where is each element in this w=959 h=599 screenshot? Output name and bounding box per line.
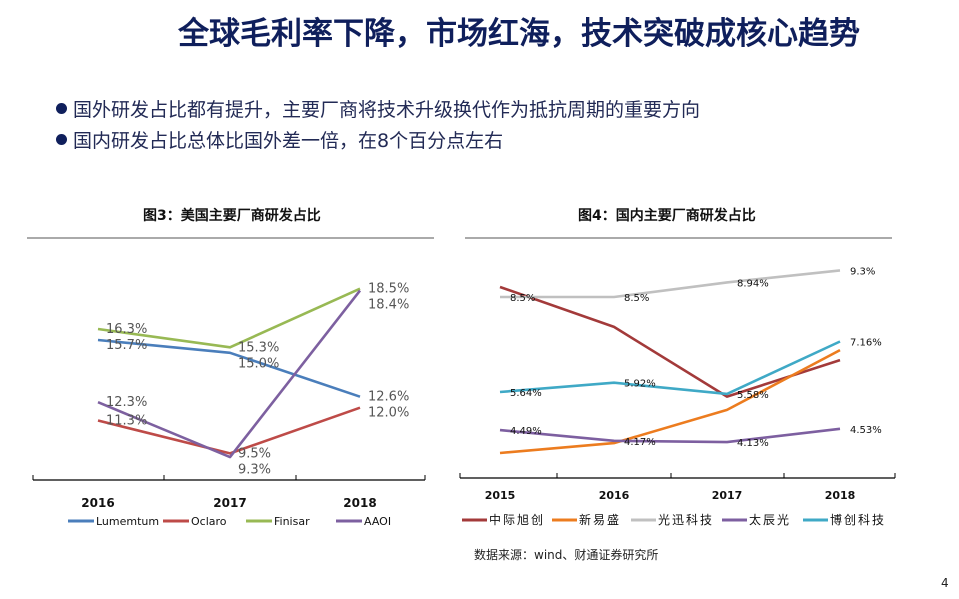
data-label: 11.3% — [106, 414, 147, 429]
series-line-新易盛 — [499, 348, 841, 455]
legend-label: 太辰光 — [749, 512, 791, 527]
bullet-text: 国外研发占比都有提升，主要厂商将技术升级换代作为抵抗周期的重要方向 — [73, 99, 701, 121]
x-tick-label: 2016 — [599, 489, 630, 502]
data-label: 9.3% — [238, 462, 271, 477]
chart4-divider — [465, 237, 892, 239]
data-label: 8.94% — [737, 278, 769, 289]
legend-label: AAOI — [364, 515, 391, 528]
slide-title: 全球毛利率下降，市场红海，技术突破成核心趋势 — [178, 16, 860, 52]
data-label: 7.16% — [850, 338, 882, 349]
data-label: 9.3% — [850, 266, 875, 277]
data-label: 4.17% — [624, 437, 656, 448]
bullet-text: 国内研发占比总体比国外差一倍，在8个百分点左右 — [73, 130, 504, 152]
data-label: 15.3% — [238, 340, 279, 355]
data-label: 18.4% — [368, 298, 409, 313]
bullet-2: 国内研发占比总体比国外差一倍，在8个百分点左右 — [56, 126, 503, 153]
data-label: 8.5% — [510, 293, 535, 304]
data-label: 12.0% — [368, 406, 409, 421]
series-line-AAOI — [97, 289, 362, 459]
legend-label: 中际旭创 — [489, 512, 545, 527]
bullet-dot-icon — [56, 103, 67, 114]
data-label: 16.3% — [106, 322, 147, 337]
x-tick-label: 2015 — [485, 489, 516, 502]
data-label: 12.3% — [106, 395, 147, 410]
series-line-中际旭创 — [499, 285, 841, 398]
data-label: 5.92% — [624, 379, 656, 390]
series-line-Finisar — [97, 287, 361, 349]
data-label: 15.0% — [238, 356, 279, 371]
series-line-光迅科技 — [500, 269, 841, 299]
x-tick-label: 2017 — [213, 496, 246, 510]
legend-label: Finisar — [274, 515, 310, 528]
data-label: 4.53% — [850, 425, 882, 436]
x-tick-label: 2018 — [343, 496, 376, 510]
data-label: 8.5% — [624, 293, 649, 304]
series-line-Oclaro — [97, 406, 361, 455]
series-line-Lumemtum — [97, 338, 361, 398]
legend-label: Lumemtum — [96, 515, 159, 528]
bullet-1: 国外研发占比都有提升，主要厂商将技术升级换代作为抵抗周期的重要方向 — [56, 95, 700, 122]
data-label: 15.7% — [106, 338, 147, 353]
series-line-博创科技 — [499, 340, 841, 396]
data-label: 5.64% — [510, 388, 542, 399]
data-label: 9.5% — [238, 446, 271, 461]
data-label: 18.5% — [368, 282, 409, 297]
series-line-太辰光 — [499, 427, 841, 444]
legend-label: Oclaro — [191, 515, 227, 528]
bullet-dot-icon — [56, 134, 67, 145]
data-label: 4.13% — [737, 438, 769, 449]
chart3-title: 图3：美国主要厂商研发占比 — [143, 208, 321, 224]
legend-label: 新易盛 — [579, 512, 621, 527]
data-label: 4.49% — [510, 426, 542, 437]
data-label: 5.58% — [737, 390, 769, 401]
x-tick-label: 2017 — [712, 489, 743, 502]
legend-label: 光迅科技 — [658, 513, 714, 527]
data-label: 12.6% — [368, 390, 409, 405]
chart3-divider — [27, 237, 434, 239]
page-number: 4 — [941, 576, 949, 590]
x-tick-label: 2018 — [825, 489, 856, 502]
legend-label: 博创科技 — [830, 512, 886, 527]
chart4-title: 图4：国内主要厂商研发占比 — [578, 208, 756, 224]
x-tick-label: 2016 — [81, 496, 114, 510]
source-note: 数据来源：wind、财通证券研究所 — [474, 548, 659, 562]
